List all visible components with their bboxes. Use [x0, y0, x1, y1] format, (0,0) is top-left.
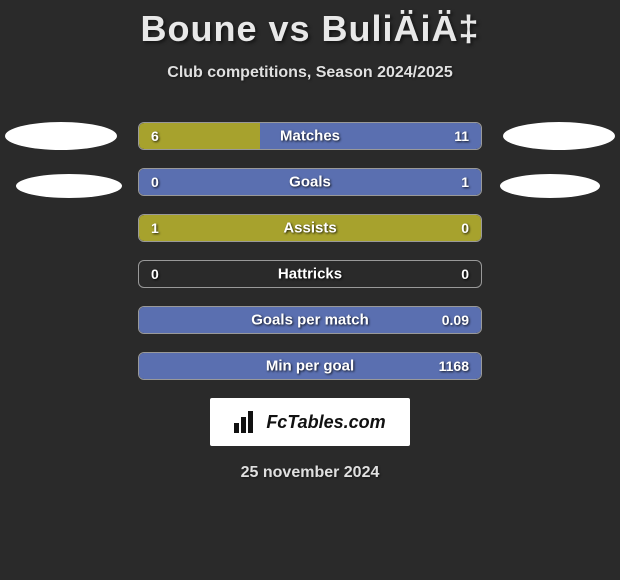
stat-row: Goals 0 1	[0, 168, 620, 196]
stat-row: Assists 1 0	[0, 214, 620, 242]
stat-value-right: 1168	[439, 358, 469, 374]
stat-row: Goals per match 0.09	[0, 306, 620, 334]
bar-chart-icon	[234, 411, 260, 433]
stat-value-right: 0.09	[442, 312, 469, 328]
stat-bar: Assists 1 0	[138, 214, 482, 242]
stat-value-left: 0	[151, 266, 159, 282]
fctables-text: FcTables.com	[266, 412, 385, 433]
subtitle: Club competitions, Season 2024/2025	[0, 64, 620, 82]
page-title: Boune vs BuliÄiÄ‡	[0, 0, 620, 50]
stat-row: Hattricks 0 0	[0, 260, 620, 288]
stat-row: Min per goal 1168	[0, 352, 620, 380]
stat-value-right: 1	[461, 174, 469, 190]
stat-value-left: 6	[151, 128, 159, 144]
stat-value-left: 1	[151, 220, 159, 236]
stat-bar: Goals 0 1	[138, 168, 482, 196]
stat-bar: Matches 6 11	[138, 122, 482, 150]
stat-label: Hattricks	[278, 266, 342, 283]
stat-label: Min per goal	[266, 358, 354, 375]
stat-value-right: 11	[454, 128, 469, 144]
date-text: 25 november 2024	[0, 464, 620, 482]
stat-value-right: 0	[461, 266, 469, 282]
stat-value-left: 0	[151, 174, 159, 190]
stat-label: Goals per match	[251, 312, 369, 329]
stat-bar: Hattricks 0 0	[138, 260, 482, 288]
stat-label: Matches	[280, 128, 340, 145]
stat-label: Assists	[283, 220, 336, 237]
stats-area: Matches611Goals01Assists10Hattricks00Goa…	[0, 122, 620, 380]
stat-bar: Min per goal 1168	[138, 352, 482, 380]
stat-row: Matches 6 11	[0, 122, 620, 150]
stat-value-right: 0	[461, 220, 469, 236]
stat-label: Goals	[289, 174, 331, 191]
stat-bar: Goals per match 0.09	[138, 306, 482, 334]
fctables-badge[interactable]: FcTables.com	[210, 398, 410, 446]
